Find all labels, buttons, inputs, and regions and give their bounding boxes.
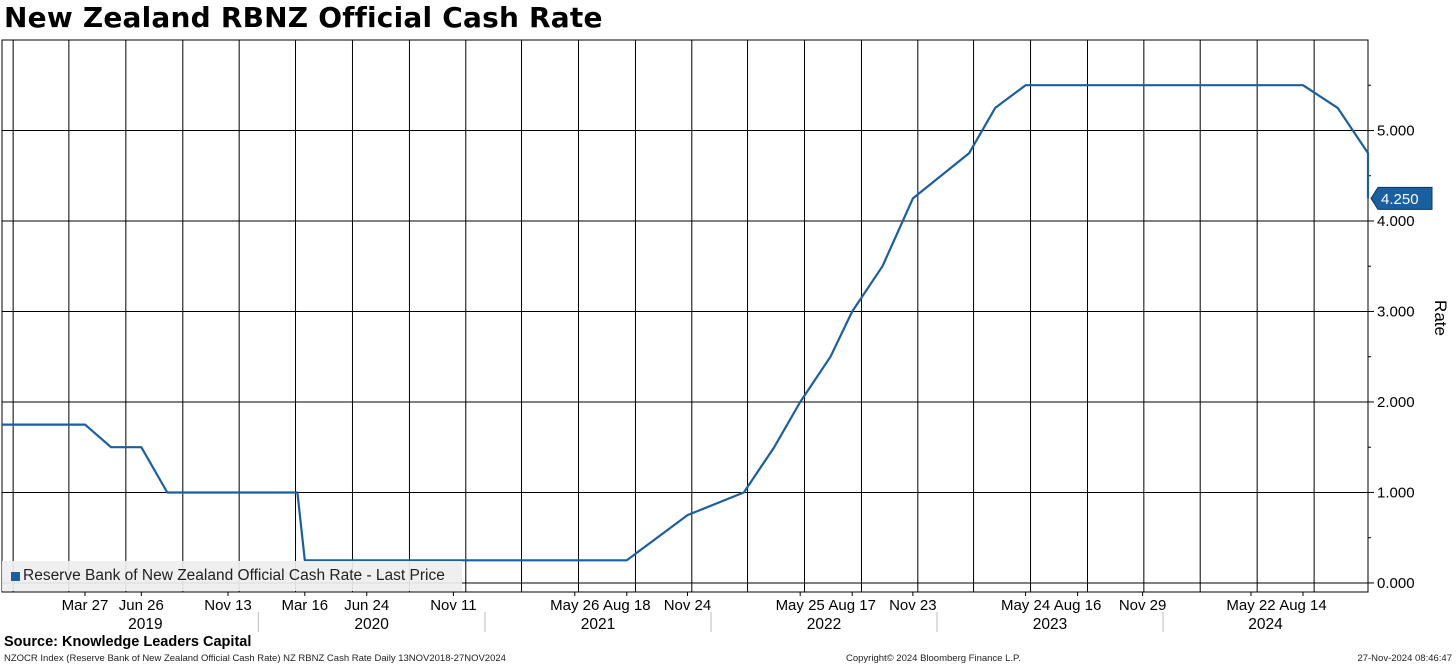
x-year-label: 2020	[354, 616, 389, 633]
last-value-tag	[1370, 186, 1433, 210]
y-tick-label: 3.000	[1377, 303, 1415, 320]
x-tick-label: Nov 29	[1119, 597, 1167, 614]
x-tick-label: Nov 13	[204, 597, 252, 614]
chart-title: New Zealand RBNZ Official Cash Rate	[4, 1, 603, 34]
x-year-label: 2024	[1248, 616, 1283, 633]
legend-label: Reserve Bank of New Zealand Official Cas…	[23, 567, 445, 584]
plot-frame	[1, 39, 1369, 593]
x-tick-label: May 22	[1226, 597, 1275, 614]
x-tick-label: Jun 24	[344, 597, 389, 614]
y-tick-label: 4.000	[1377, 213, 1415, 230]
x-tick-label: May 24	[1001, 597, 1050, 614]
x-year-label: 2021	[581, 616, 615, 633]
footer-copyright: Copyright© 2024 Bloomberg Finance L.P.	[846, 653, 1021, 664]
x-tick-label: Aug 16	[1054, 597, 1102, 614]
x-tick-label: Jun 26	[119, 597, 164, 614]
y-tick-label: 1.000	[1377, 484, 1415, 501]
x-year-label: 2023	[1033, 616, 1067, 633]
legend-swatch	[11, 571, 20, 581]
footer-timestamp: 27-Nov-2024 08:46:47	[1357, 653, 1452, 664]
x-tick-label: May 26	[550, 597, 599, 614]
x-tick-label: Nov 23	[889, 597, 937, 614]
y-axis-label: Rate	[1431, 300, 1450, 336]
x-year-label: 2019	[128, 616, 162, 633]
x-tick-label: Aug 14	[1279, 597, 1327, 614]
x-tick-label: Nov 24	[664, 597, 712, 614]
y-tick-label: 0.000	[1377, 575, 1415, 592]
x-tick-label: Nov 11	[430, 597, 476, 614]
series-line	[2, 84, 1370, 562]
x-tick-label: May 25	[776, 597, 825, 614]
source-note: Source: Knowledge Leaders Capital	[4, 634, 252, 650]
y-tick-label: 5.000	[1377, 122, 1415, 139]
x-tick-label: Aug 18	[603, 597, 651, 614]
y-tick-label: 2.000	[1377, 394, 1415, 411]
x-tick-label: Mar 27	[62, 597, 109, 614]
legend: Reserve Bank of New Zealand Official Cas…	[2, 561, 462, 591]
x-tick-label: Mar 16	[281, 597, 328, 614]
x-year-label: 2022	[807, 616, 841, 633]
footer-index-description: NZOCR Index (Reserve Bank of New Zealand…	[4, 653, 506, 664]
last-value-label: 4.250	[1381, 191, 1419, 208]
x-tick-label: Aug 17	[828, 597, 876, 614]
